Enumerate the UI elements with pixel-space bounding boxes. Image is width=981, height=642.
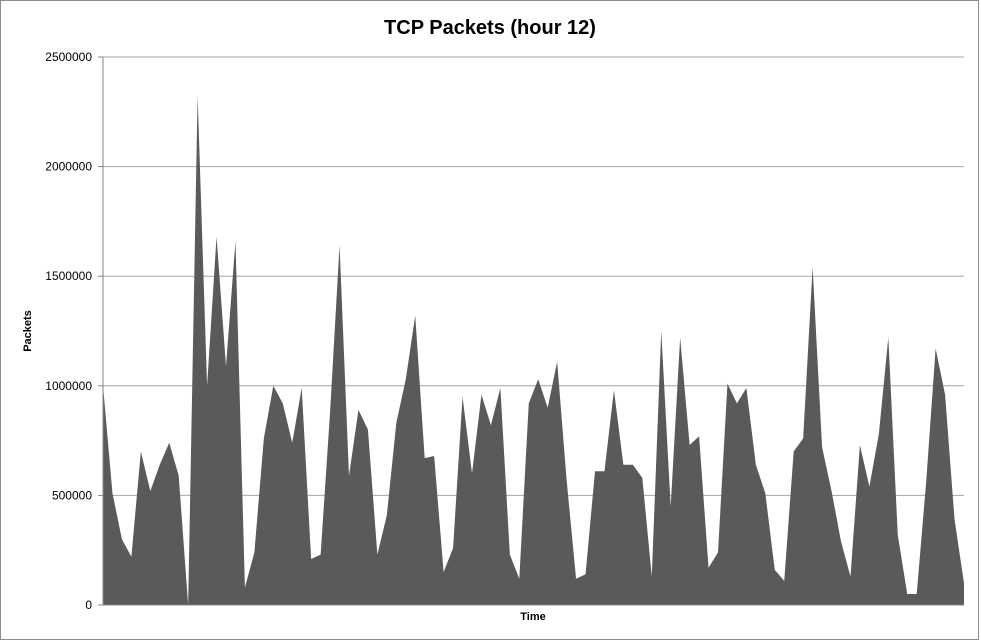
y-tick-label: 0	[85, 598, 92, 612]
axes	[98, 56, 964, 606]
y-tick-label: 500000	[52, 488, 92, 502]
y-axis-label: Packets	[22, 310, 34, 352]
x-axis-label: Time	[520, 611, 545, 623]
series-area	[103, 96, 964, 606]
y-tick-label: 1000000	[45, 379, 92, 393]
y-axis-tick-labels: 0 500000 1000000 1500000 2000000 2500000	[45, 50, 92, 612]
chart-title: TCP Packets (hour 12)	[384, 17, 596, 39]
y-tick-label: 2000000	[45, 160, 92, 174]
y-tick-label: 2500000	[45, 50, 92, 64]
y-tick-label: 1500000	[45, 269, 92, 283]
plot-area	[103, 96, 964, 606]
